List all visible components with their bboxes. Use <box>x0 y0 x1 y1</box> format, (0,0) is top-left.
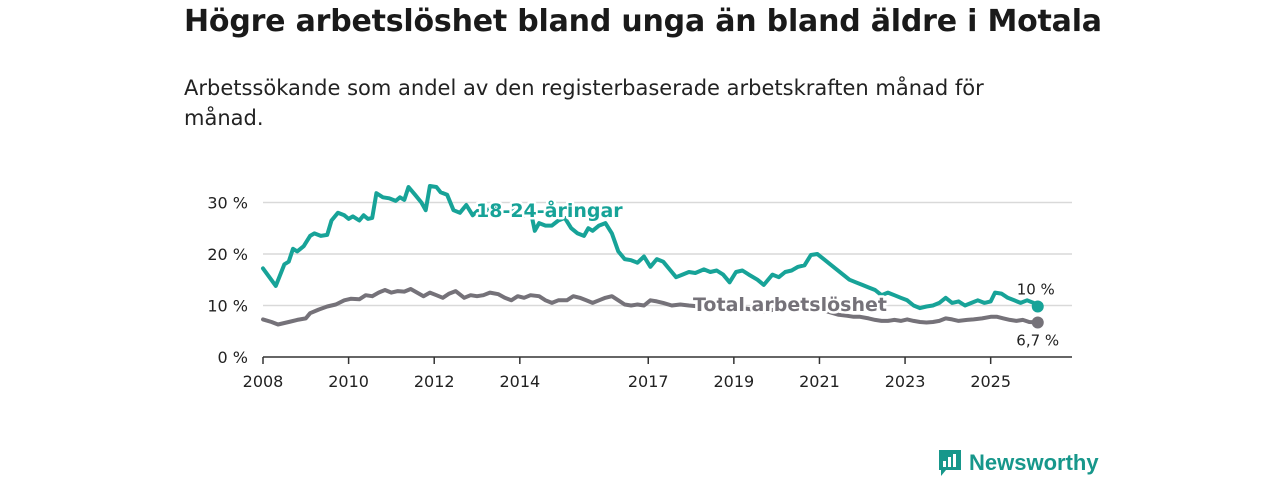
bar-chart-logo-icon <box>939 450 961 476</box>
line-chart: 0 % 10 % 20 % 30 % 2008 2010 2012 2014 2017 2019… <box>207 184 1072 391</box>
end-point-youth <box>1031 300 1044 313</box>
y-tick-label: 10 % <box>207 296 248 315</box>
x-tick-label: 2008 <box>243 372 284 391</box>
x-tick-label: 2023 <box>885 372 926 391</box>
chart-subtitle: Arbetssökande som andel av den registerb… <box>184 76 984 130</box>
y-tick-label: 20 % <box>207 245 248 264</box>
chart-title: Högre arbetslöshet bland unga än bland ä… <box>184 4 1102 39</box>
x-tick-label: 2021 <box>799 372 840 391</box>
newsworthy-brand: Newsworthy <box>937 448 1099 478</box>
series-label-youth: 18-24-åringar <box>476 198 623 222</box>
x-tick-label: 2012 <box>414 372 455 391</box>
series-labels: 18-24-åringar Total arbetslöshet 10 % 6,7 % <box>474 196 1060 350</box>
brand-name: Newsworthy <box>969 450 1099 475</box>
series-label-total: Total arbetslöshet <box>693 294 887 316</box>
series-lines <box>261 184 1044 329</box>
x-tick-label: 2014 <box>499 372 540 391</box>
y-tick-label: 30 % <box>207 193 248 212</box>
x-tick-label: 2017 <box>628 372 669 391</box>
series-line-total <box>261 287 1040 327</box>
end-point-total <box>1031 316 1044 329</box>
series-line-youth <box>261 184 1040 311</box>
end-label-total: 6,7 % <box>1016 331 1059 349</box>
x-tick-label: 2010 <box>328 372 369 391</box>
y-tick-label: 0 % <box>218 348 248 367</box>
end-label-youth: 10 % <box>1017 281 1055 299</box>
y-axis-tick-labels: 0 % 10 % 20 % 30 % <box>207 193 248 367</box>
x-tick-label: 2025 <box>970 372 1011 391</box>
x-axis-tick-labels: 2008 2010 2012 2014 2017 2019 2021 2023 2025 <box>243 372 1011 391</box>
x-axis <box>262 356 1072 364</box>
x-tick-label: 2019 <box>713 372 754 391</box>
